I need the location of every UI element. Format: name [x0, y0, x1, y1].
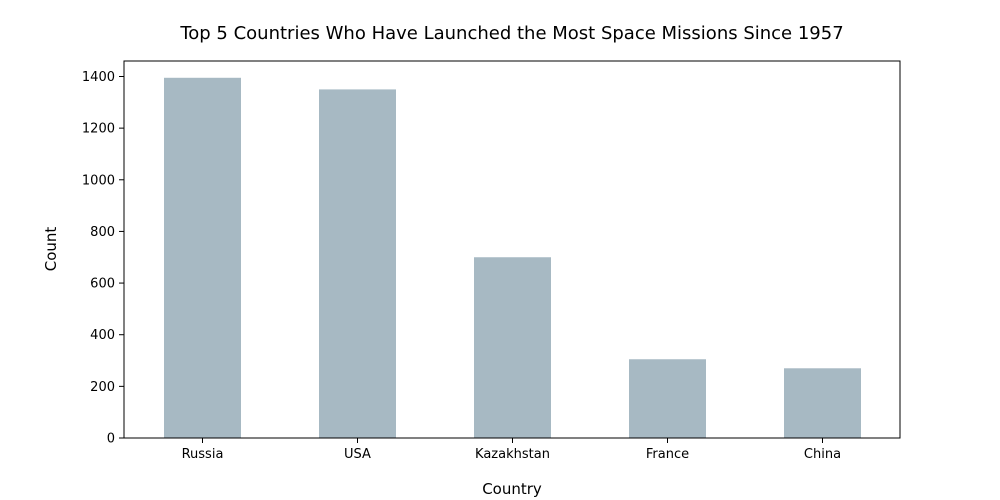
y-tick-label: 800	[90, 225, 115, 240]
y-tick-label: 400	[90, 328, 115, 343]
x-tick-label: USA	[344, 447, 371, 462]
bar-usa	[319, 89, 396, 438]
bar-kazakhstan	[474, 257, 551, 438]
y-tick-label: 1200	[82, 122, 115, 137]
x-tick-label: Russia	[182, 447, 224, 462]
chart-title: Top 5 Countries Who Have Launched the Mo…	[179, 23, 843, 44]
x-tick-label: Kazakhstan	[475, 447, 550, 462]
x-tick-label: China	[804, 447, 841, 462]
bars-group	[164, 77, 861, 439]
bar-russia	[164, 77, 241, 439]
y-tick-label: 200	[90, 380, 115, 395]
y-tick-label: 0	[107, 432, 115, 447]
bar-china	[784, 368, 861, 438]
y-axis-ticks: 0 200 400 600 800 1000 1200 1400	[82, 70, 124, 447]
bar-france	[629, 359, 706, 438]
x-axis-label: Country	[482, 480, 542, 498]
y-axis-label: Count	[42, 227, 60, 272]
y-tick-label: 1000	[82, 173, 115, 188]
x-tick-label: France	[646, 447, 689, 462]
y-tick-label: 1400	[82, 70, 115, 85]
y-tick-label: 600	[90, 277, 115, 292]
x-axis-ticks: Russia USA Kazakhstan France China	[182, 438, 841, 462]
